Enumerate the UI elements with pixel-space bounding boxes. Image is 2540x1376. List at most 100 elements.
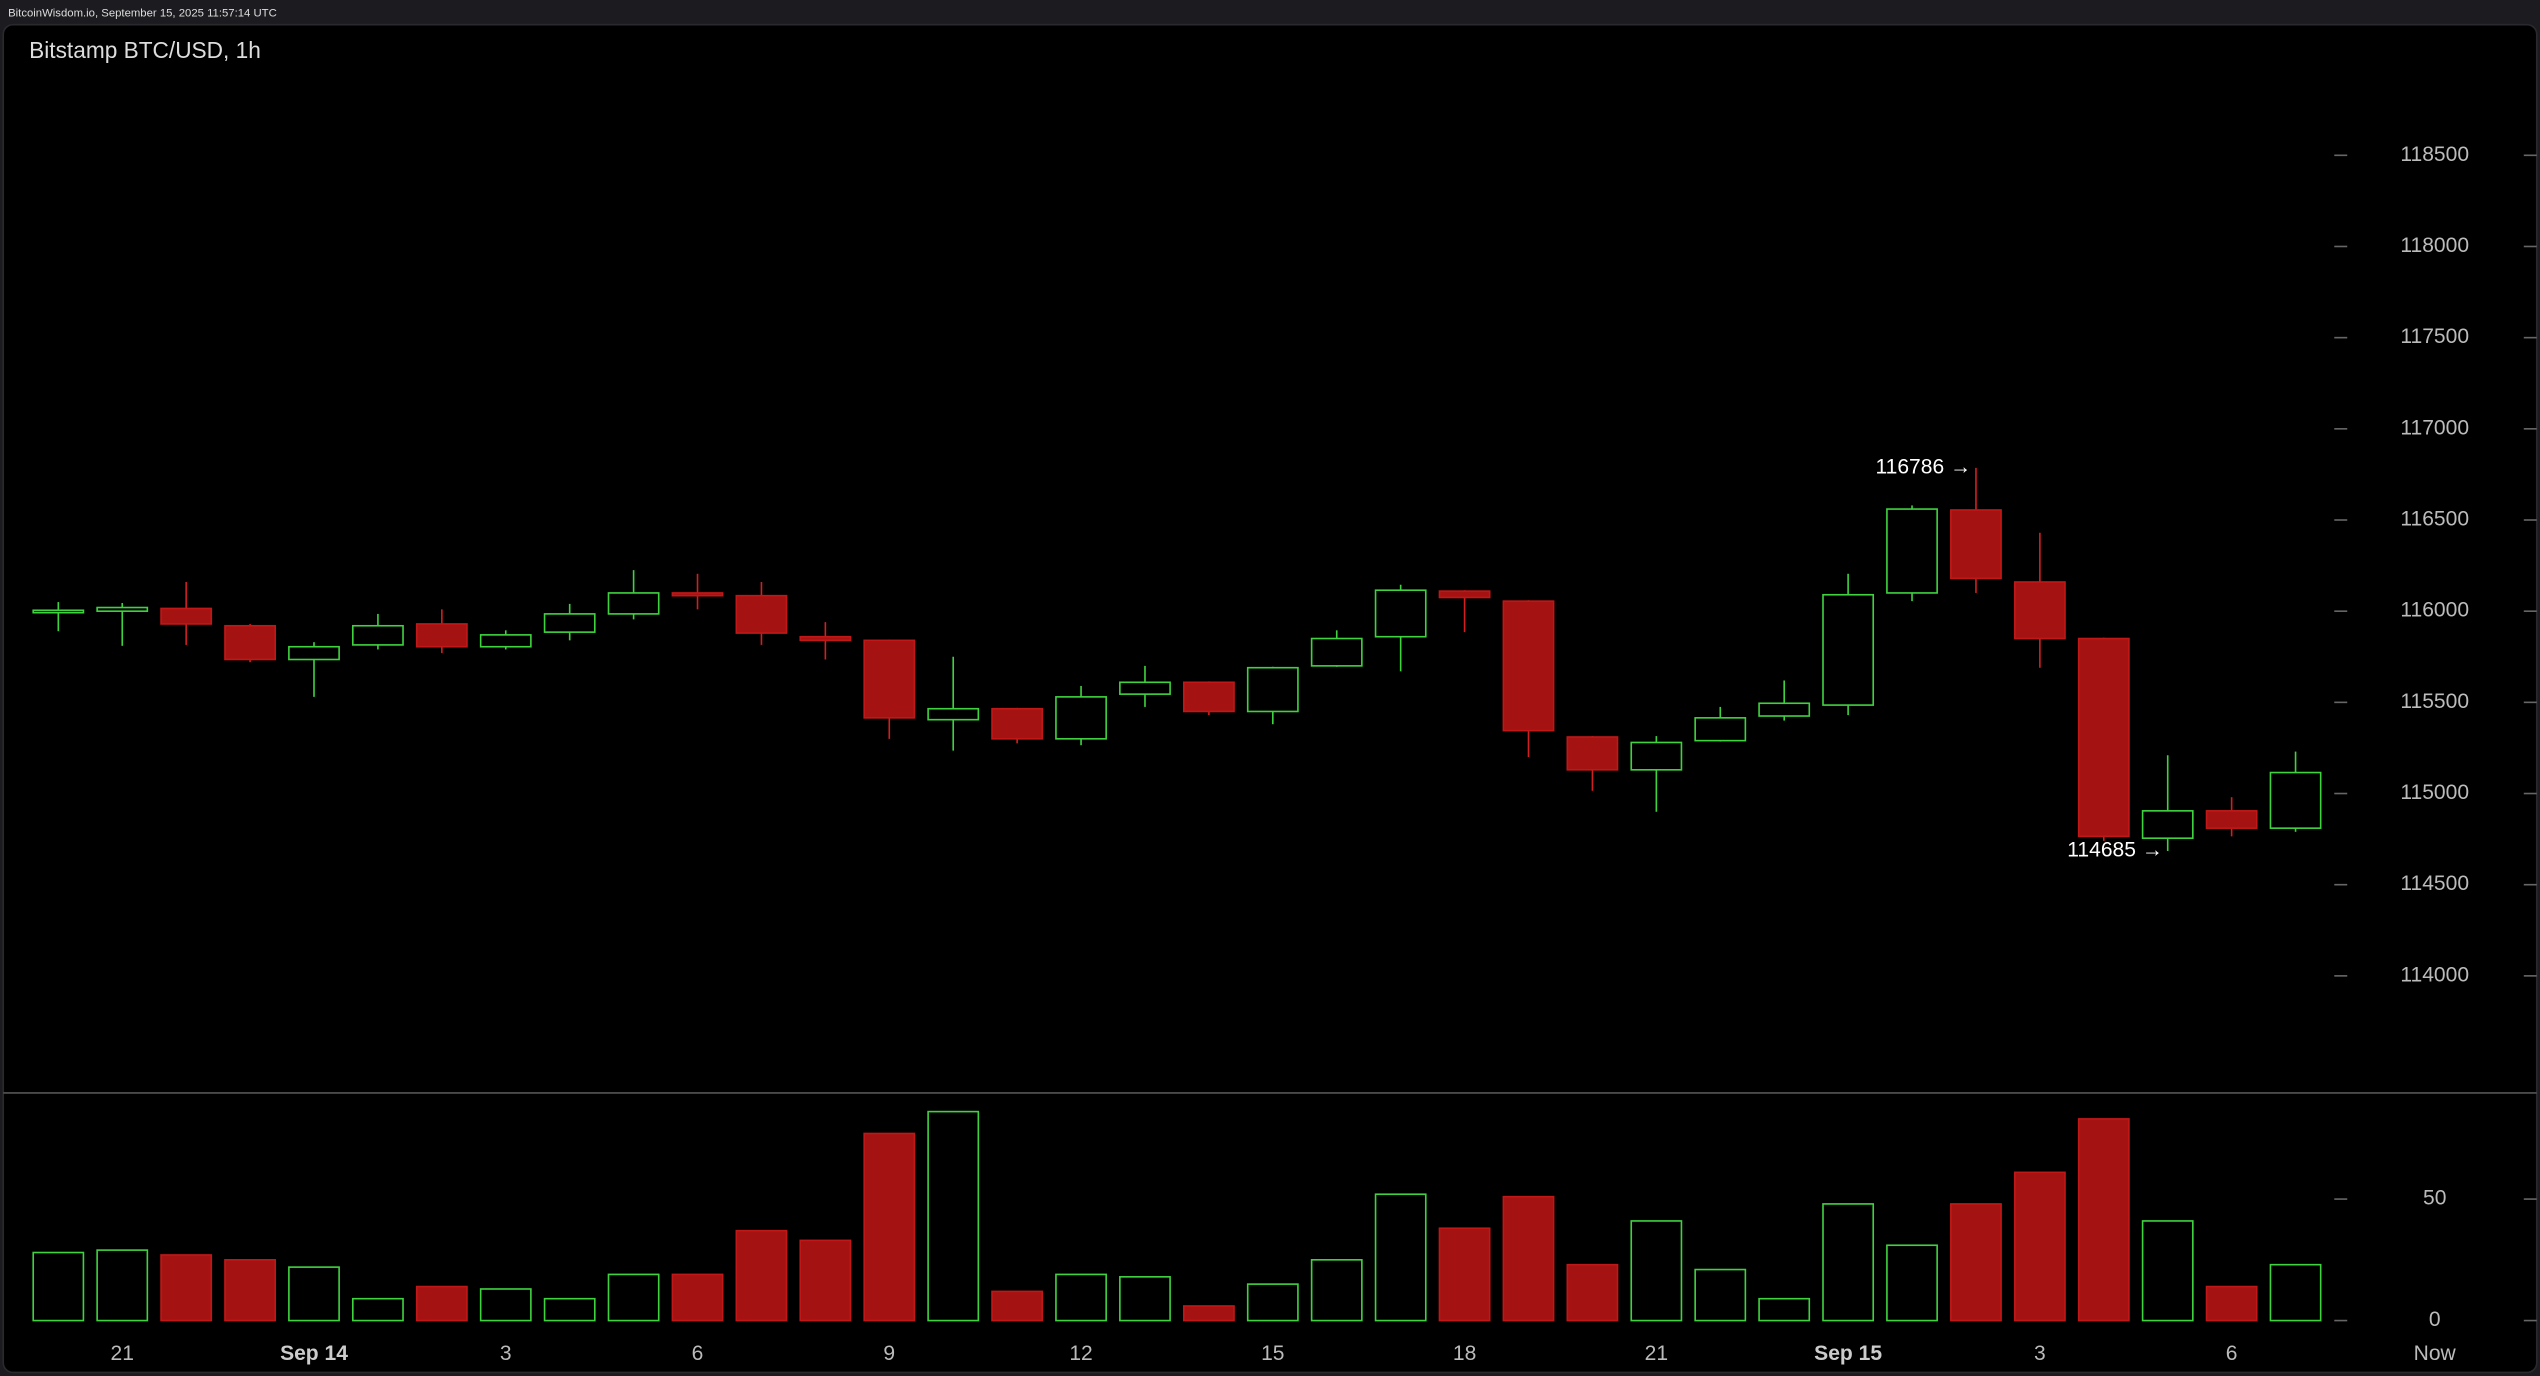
- volume-bar: [1119, 1276, 1171, 1322]
- volume-bar: [1886, 1244, 1938, 1322]
- header: BitcoinWisdom.io, September 15, 2025 11:…: [8, 7, 277, 19]
- volume-bar: [1310, 1259, 1363, 1322]
- volume-bar: [671, 1273, 724, 1322]
- y-tick-label: 116000: [2400, 599, 2469, 622]
- candle-body: [2269, 771, 2322, 829]
- candle-body: [863, 639, 916, 719]
- volume-bar: [2269, 1263, 2322, 1322]
- candle-body: [1374, 589, 1427, 638]
- y-tick-label: 117000: [2400, 416, 2469, 439]
- volume-bar: [160, 1254, 213, 1322]
- y-tick-label: 117500: [2400, 325, 2469, 348]
- candle-body: [96, 606, 149, 612]
- volume-bar: [2013, 1171, 2066, 1322]
- x-tick-label: Sep 14: [280, 1342, 348, 1365]
- x-tick-label: 21: [1645, 1342, 1668, 1365]
- volume-bar: [1374, 1193, 1427, 1322]
- price-annotation: 114685 →: [2067, 839, 2163, 862]
- candle-body: [1246, 666, 1299, 713]
- candle-body: [224, 624, 276, 661]
- price-annotation: 116786 →: [1876, 455, 1972, 478]
- x-tick-label: 3: [2034, 1342, 2046, 1365]
- candle-body: [1886, 508, 1938, 594]
- candle-body: [991, 707, 1044, 740]
- volume-bar: [1822, 1203, 1875, 1322]
- candle-body: [415, 623, 468, 648]
- candle-body: [671, 592, 724, 597]
- candle-body: [543, 613, 596, 633]
- candle-body: [1119, 681, 1171, 695]
- candle-body: [479, 634, 532, 648]
- volume-bar: [1246, 1283, 1299, 1322]
- volume-tick-label: 50: [2423, 1187, 2446, 1210]
- volume-bar: [1438, 1227, 1491, 1322]
- volume-tick-label: 0: [2429, 1308, 2441, 1331]
- candle-body: [1822, 593, 1875, 706]
- x-tick-label: 6: [2226, 1342, 2238, 1365]
- candle-body: [1566, 736, 1619, 771]
- x-tick-label: 3: [500, 1342, 512, 1365]
- volume-bar: [1630, 1220, 1683, 1322]
- volume-bar: [607, 1273, 660, 1322]
- y-tick-label: 116500: [2400, 508, 2469, 531]
- volume-bar: [799, 1239, 852, 1322]
- volume-bar: [415, 1285, 468, 1322]
- candle-body: [160, 607, 213, 625]
- volume-bar: [288, 1266, 340, 1322]
- candle-body: [799, 635, 852, 642]
- volume-bar: [1566, 1263, 1619, 1322]
- volume-bar: [735, 1229, 788, 1322]
- candle-body: [1438, 590, 1491, 599]
- volume-bar: [32, 1251, 85, 1322]
- candle-body: [2013, 581, 2066, 640]
- candle-body: [2077, 637, 2130, 838]
- volume-bar: [96, 1249, 149, 1322]
- x-tick-label: 9: [883, 1342, 895, 1365]
- volume-bar: [1502, 1195, 1555, 1322]
- candle-body: [1182, 681, 1235, 713]
- candle-body: [1630, 741, 1683, 771]
- y-tick-label: 115000: [2400, 781, 2469, 804]
- volume-bar: [543, 1297, 596, 1322]
- volume-bar: [1758, 1297, 1811, 1322]
- y-tick-label: 114000: [2400, 963, 2469, 986]
- chart-title: Bitstamp BTC/USD, 1h: [29, 37, 261, 63]
- now-label: Now: [2414, 1342, 2457, 1365]
- volume-bar: [927, 1110, 980, 1322]
- candle-body: [1950, 509, 2002, 580]
- volume-bar: [1182, 1305, 1235, 1322]
- volume-bar: [1694, 1268, 1747, 1322]
- volume-bar: [991, 1290, 1044, 1322]
- y-tick-label: 115500: [2400, 690, 2469, 713]
- volume-bar: [2141, 1220, 2194, 1322]
- candle-body: [288, 645, 340, 661]
- candle-body: [1310, 637, 1363, 667]
- volume-bar: [2077, 1118, 2130, 1322]
- volume-bar: [2205, 1285, 2258, 1322]
- x-tick-label: 12: [1069, 1342, 1092, 1365]
- candle-body: [607, 592, 660, 615]
- candle-body: [1502, 600, 1555, 732]
- volume-bar: [1950, 1203, 2002, 1322]
- volume-bar: [863, 1132, 916, 1322]
- candle-body: [32, 609, 85, 614]
- candle-body: [2205, 810, 2258, 829]
- candle-body: [1694, 717, 1747, 742]
- volume-bar: [224, 1259, 276, 1322]
- candle-body: [1758, 702, 1811, 717]
- x-tick-label: 15: [1261, 1342, 1284, 1365]
- volume-bar: [479, 1288, 532, 1322]
- candle-body: [1055, 696, 1107, 740]
- x-tick-label: 21: [111, 1342, 134, 1365]
- x-tick-label: 18: [1453, 1342, 1476, 1365]
- candle-body: [927, 707, 980, 721]
- candle-body: [352, 624, 404, 646]
- y-tick-label: 118500: [2400, 143, 2469, 166]
- y-tick-label: 118000: [2400, 234, 2469, 257]
- candle-body: [2141, 810, 2194, 840]
- y-tick-label: 114500: [2400, 872, 2469, 895]
- x-tick-label: 6: [692, 1342, 704, 1365]
- x-tick-label: Sep 15: [1814, 1342, 1882, 1365]
